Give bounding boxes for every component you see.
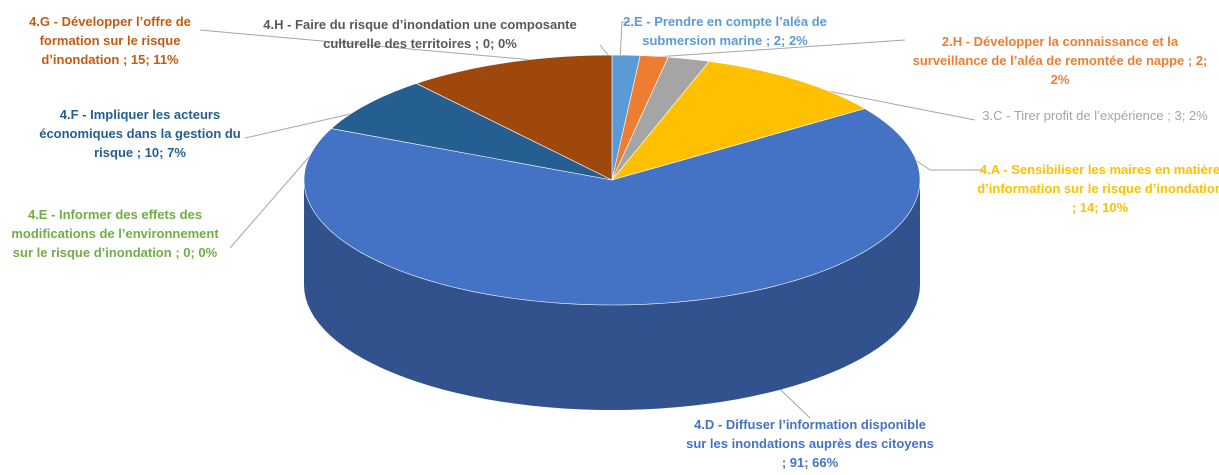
- data-label: 4.E - Informer des effets des modificati…: [0, 205, 230, 262]
- leader-line: [229, 149, 316, 249]
- category-label: 4.F - Impliquer les acteurs économiques …: [39, 107, 241, 160]
- value-label: ; 2; 2%: [1050, 53, 1208, 87]
- data-label: 4.G - Développer l’offre de formation su…: [0, 12, 220, 69]
- slice: [611, 61, 866, 181]
- value-label: ; 0; 0%: [474, 36, 517, 51]
- category-label: 4.E - Informer des effets des modificati…: [11, 207, 219, 260]
- data-label: 2.H - Développer la connaissance et la s…: [905, 32, 1215, 89]
- data-label: 4.A - Sensibiliser les maires en matière…: [975, 160, 1219, 217]
- slice: [415, 54, 613, 181]
- data-label: 2.E - Prendre en compte l’aléa de submer…: [590, 12, 860, 50]
- pie-sides: [304, 180, 920, 410]
- value-label: ; 3; 2%: [1167, 108, 1208, 123]
- slice: [611, 56, 710, 181]
- slice-side: [304, 180, 920, 410]
- pie-tops: [303, 54, 921, 306]
- leader-line: [619, 21, 630, 61]
- category-label: 4.A - Sensibiliser les maires en matière…: [977, 162, 1219, 196]
- slice: [303, 108, 921, 306]
- category-label: 2.E - Prendre en compte l’aléa de submer…: [623, 14, 827, 48]
- leader-line: [639, 39, 906, 59]
- category-label: 2.H - Développer la connaissance et la s…: [912, 34, 1185, 68]
- value-label: ; 10; 7%: [136, 145, 186, 160]
- category-label: 3.C - Tirer profit de l’expérience: [982, 108, 1164, 123]
- value-label: ; 14; 10%: [1071, 200, 1129, 215]
- category-label: 4.D - Diffuser l’information disponible …: [686, 417, 934, 451]
- slice: [330, 83, 613, 181]
- category-label: 4.H - Faire du risque d’inondation une c…: [263, 17, 577, 51]
- value-label: ; 2; 2%: [765, 33, 808, 48]
- category-label: 4.G - Développer l’offre de formation su…: [29, 14, 191, 67]
- value-label: ; 0; 0%: [175, 245, 218, 260]
- data-label: 4.F - Impliquer les acteurs économiques …: [25, 105, 255, 162]
- value-label: ; 15; 11%: [122, 52, 179, 67]
- data-label: 3.C - Tirer profit de l’expérience ; 3; …: [965, 106, 1219, 125]
- data-label: 4.D - Diffuser l’information disponible …: [685, 415, 935, 472]
- value-label: ; 91; 66%: [781, 455, 839, 470]
- data-label: 4.H - Faire du risque d’inondation une c…: [240, 15, 600, 53]
